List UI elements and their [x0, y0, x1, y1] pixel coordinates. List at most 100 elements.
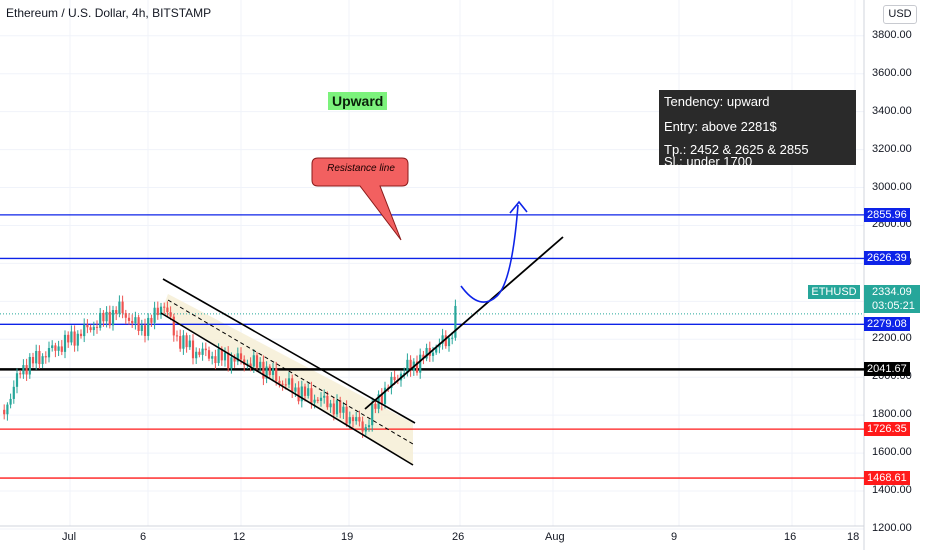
candle-body [19, 373, 22, 375]
candle-body [342, 406, 345, 413]
info-entry: Entry: above 2281$ [664, 119, 777, 134]
candle-body [201, 348, 204, 355]
y-tick-label: 3000.00 [872, 180, 912, 193]
candle-body [409, 359, 412, 371]
y-tick-label: 1400.00 [872, 484, 912, 497]
candle-body [233, 357, 236, 362]
level-price-label: 1726.35 [864, 422, 910, 437]
candle-body [191, 340, 195, 359]
candle-body [451, 337, 454, 339]
candle-body [265, 366, 268, 379]
candle-body [390, 376, 393, 388]
y-tick-label: 3200.00 [872, 142, 912, 155]
candle-body [207, 350, 211, 359]
candle-body [131, 320, 134, 324]
candle-body [57, 346, 60, 351]
candle-body [227, 352, 230, 369]
candle-body [441, 335, 444, 344]
chart-title: Ethereum / U.S. Dollar, 4h, BITSTAMP [6, 6, 212, 20]
candle-body [425, 347, 428, 359]
level-price-label: 2626.39 [864, 251, 910, 266]
candle-body [435, 347, 438, 353]
candle-body [380, 394, 383, 404]
candle-body [76, 333, 79, 346]
candle-body [134, 317, 137, 324]
y-tick-label: 1800.00 [872, 408, 912, 421]
candle-body [262, 361, 265, 379]
candle-body [351, 417, 355, 422]
candle-body [444, 335, 447, 347]
resistance-callout [311, 157, 409, 241]
candle-body [198, 351, 201, 355]
projection-path [460, 204, 519, 303]
candle-body [271, 368, 275, 375]
candle-body [310, 388, 313, 403]
candle-body [169, 312, 172, 317]
candle-body [9, 398, 12, 405]
trade-info-box: Tendency: upward Entry: above 2281$ Tp.:… [659, 90, 856, 169]
candle-body [364, 427, 367, 432]
candle-body [159, 306, 163, 316]
candle-body [307, 388, 310, 396]
candle-body [172, 316, 175, 336]
candle-body [188, 340, 191, 348]
candle-body [105, 311, 108, 322]
x-tick-label: 19 [341, 531, 354, 543]
candle-body [108, 311, 111, 326]
uptrend-line [364, 236, 564, 410]
level-price-label: 2041.67 [864, 362, 910, 377]
candle-body [153, 307, 156, 323]
candle-body [431, 352, 435, 356]
candle-body [339, 400, 342, 413]
ticker-price-tag: 2334.09 03:05:21 [864, 285, 920, 313]
candle-body [79, 333, 83, 337]
candle-body [89, 327, 92, 331]
candle-body [383, 387, 387, 404]
candle-body [393, 376, 396, 381]
candle-body [99, 312, 102, 328]
y-tick-label: 3600.00 [872, 66, 912, 79]
x-tick-label: 26 [452, 531, 465, 543]
y-tick-label: 1200.00 [872, 522, 912, 534]
candle-body [28, 357, 31, 375]
candle-body [86, 324, 89, 328]
candle-body [214, 356, 217, 364]
resistance-callout-text: Resistance line [327, 163, 395, 174]
candle-body [63, 334, 67, 352]
candle-body [166, 307, 169, 313]
candle-body [22, 365, 25, 375]
candle-body [335, 400, 339, 415]
candle-body [223, 352, 227, 361]
channel-fill [161, 294, 413, 465]
candle-body [211, 356, 214, 359]
candle-body [118, 301, 121, 314]
currency-button[interactable]: USD [883, 5, 917, 24]
info-stop-loss: Sl.: under 1700 [664, 154, 753, 169]
candle-body [284, 384, 287, 386]
candle-body [121, 301, 124, 314]
candle-body [44, 356, 47, 358]
candle-body [41, 356, 44, 365]
candle-body [415, 361, 419, 373]
candle-body [252, 355, 255, 367]
level-price-label: 1468.61 [864, 471, 910, 486]
candle-body [287, 378, 291, 385]
x-tick-label: 16 [784, 531, 797, 543]
candle-body [303, 386, 307, 396]
candle-body [179, 336, 182, 349]
x-tick-label: Aug [545, 531, 565, 543]
candle-body [291, 378, 294, 392]
channel-mid-line [167, 299, 414, 445]
candle-body [406, 359, 409, 374]
candle-body [140, 325, 143, 332]
candle-body [419, 354, 422, 373]
candle-body [127, 317, 131, 321]
candle-body [217, 348, 220, 364]
candle-body [143, 325, 147, 336]
y-tick-label: 3800.00 [872, 28, 912, 41]
candle-body [195, 351, 198, 359]
candle-body [137, 317, 140, 332]
candle-body [239, 353, 243, 360]
ticker-symbol-tag: ETHUSD [808, 285, 860, 299]
